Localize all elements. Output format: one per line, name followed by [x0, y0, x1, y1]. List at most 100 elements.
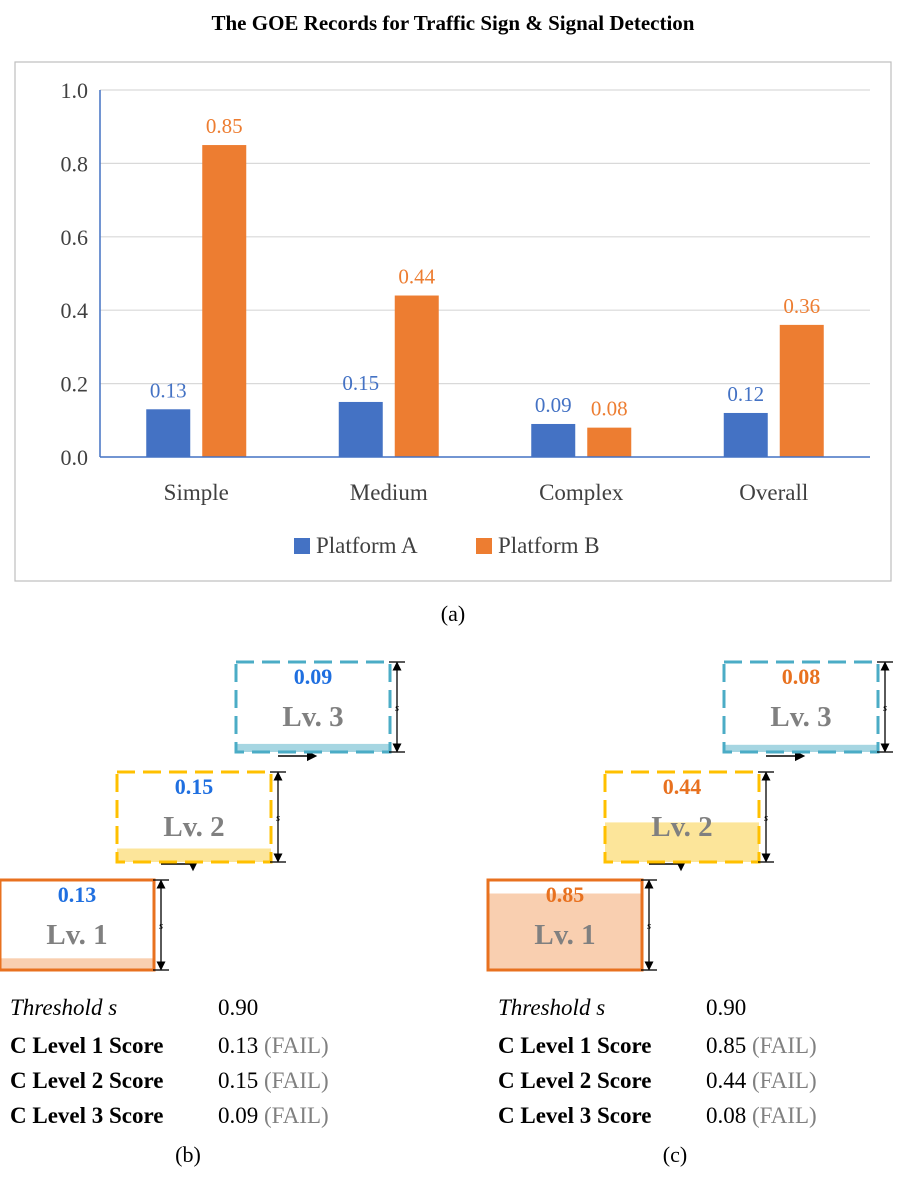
level-1-score: 0.13	[58, 882, 97, 907]
bar-platform-b-medium	[394, 295, 439, 457]
score-result: (FAIL)	[752, 1068, 817, 1093]
score-row-label: C Level 3 Score	[498, 1103, 652, 1128]
data-label: 0.85	[206, 114, 243, 138]
data-label: 0.12	[727, 382, 764, 406]
score-row-value: 0.13 (FAIL)	[218, 1033, 329, 1058]
level-transition-arrow	[161, 860, 199, 872]
score-row-value: 0.44 (FAIL)	[706, 1068, 817, 1093]
step-marker-label: s	[276, 812, 280, 824]
step-marker-label: s	[159, 920, 163, 932]
step-marker-label: s	[647, 920, 651, 932]
x-tick-label: Medium	[350, 480, 428, 505]
level-3-fill	[236, 743, 390, 752]
y-tick-label: 0.2	[61, 372, 89, 397]
threshold-label: Threshold s	[498, 995, 605, 1020]
threshold-label: Threshold s	[10, 995, 117, 1020]
score-result: (FAIL)	[264, 1103, 329, 1128]
score-value: 0.08	[706, 1103, 752, 1128]
data-label: 0.15	[342, 371, 379, 395]
bar-platform-a-simple	[146, 409, 191, 457]
data-label: 0.44	[398, 265, 435, 289]
step-marker-label: s	[883, 702, 887, 714]
bar-platform-b-overall	[779, 324, 824, 457]
score-row-label: C Level 2 Score	[10, 1068, 164, 1093]
legend-label: Platform A	[316, 533, 418, 558]
level-1-fill	[488, 893, 642, 970]
score-row-value: 0.15 (FAIL)	[218, 1068, 329, 1093]
threshold-value: 0.90	[218, 995, 258, 1020]
y-tick-label: 0.0	[61, 445, 89, 470]
level-3-box	[234, 660, 392, 754]
chart-frame	[14, 61, 892, 582]
y-tick-label: 1.0	[61, 78, 89, 103]
level-2-score: 0.44	[663, 774, 702, 799]
score-row-label: C Level 1 Score	[10, 1033, 164, 1058]
level-transition-arrow	[649, 860, 687, 872]
score-row-label: C Level 3 Score	[10, 1103, 164, 1128]
caption-c: (c)	[663, 1142, 687, 1167]
level-3-box	[722, 660, 880, 754]
data-label: 0.13	[150, 378, 187, 402]
y-tick-label: 0.4	[61, 298, 89, 323]
level-2-fill	[117, 848, 271, 862]
bar-platform-a-overall	[723, 412, 768, 457]
score-result: (FAIL)	[264, 1068, 329, 1093]
score-result: (FAIL)	[752, 1103, 817, 1128]
level-2-box	[603, 770, 761, 864]
level-2-label: Lv. 2	[163, 811, 224, 843]
level-3-label: Lv. 3	[770, 701, 831, 733]
bar-platform-b-simple	[202, 145, 247, 458]
score-value: 0.13	[218, 1033, 264, 1058]
bar-platform-b-complex	[587, 427, 632, 457]
panel-b: 0.13 Lv. 1 s 0.15 Lv. 2 s 0.09 Lv. 3 s Threshold …	[0, 660, 405, 1128]
score-value: 0.44	[706, 1068, 752, 1093]
score-value: 0.15	[218, 1068, 264, 1093]
score-row-value: 0.85 (FAIL)	[706, 1033, 817, 1058]
level-1-box	[486, 878, 644, 972]
bar-platform-a-complex	[531, 423, 576, 457]
score-row-label: C Level 1 Score	[498, 1033, 652, 1058]
level-3-score: 0.09	[294, 664, 333, 689]
legend-swatch	[294, 538, 310, 554]
bar-platform-a-medium	[338, 401, 383, 457]
data-label: 0.08	[591, 397, 628, 421]
level-2-label: Lv. 2	[651, 811, 712, 843]
level-3-fill	[724, 744, 878, 752]
data-label: 0.09	[535, 393, 572, 417]
level-2-score: 0.15	[175, 774, 214, 799]
level-3-score: 0.08	[782, 664, 821, 689]
chart-bars: 0.13 0.85 0.15 0.44 0.09 0.08 0.12 0.36	[146, 114, 824, 458]
x-tick-label: Complex	[539, 480, 624, 505]
x-tick-label: Overall	[739, 480, 808, 505]
score-result: (FAIL)	[752, 1033, 817, 1058]
level-1-label: Lv. 1	[534, 919, 595, 951]
chart-legend: Platform A Platform B	[294, 533, 600, 558]
data-label: 0.36	[783, 294, 820, 318]
score-result: (FAIL)	[264, 1033, 329, 1058]
level-1-fill	[0, 958, 154, 970]
score-row-value: 0.09 (FAIL)	[218, 1103, 329, 1128]
caption-a: (a)	[441, 601, 465, 626]
y-axis-tick-labels: 0.0 0.2 0.4 0.6 0.8 1.0	[61, 78, 89, 470]
chart-title: The GOE Records for Traffic Sign & Signa…	[212, 11, 695, 35]
x-axis-tick-labels: Simple Medium Complex Overall	[164, 480, 809, 505]
legend-label: Platform B	[498, 533, 600, 558]
level-1-score: 0.85	[546, 882, 585, 907]
legend-swatch	[476, 538, 492, 554]
caption-b: (b)	[175, 1142, 201, 1167]
score-value: 0.85	[706, 1033, 752, 1058]
step-marker-label: s	[395, 702, 399, 714]
level-2-box	[115, 770, 273, 864]
score-value: 0.09	[218, 1103, 264, 1128]
level-2-fill	[605, 822, 759, 862]
threshold-value: 0.90	[706, 995, 746, 1020]
score-row-value: 0.08 (FAIL)	[706, 1103, 817, 1128]
y-tick-label: 0.6	[61, 225, 89, 250]
x-tick-label: Simple	[164, 480, 229, 505]
panel-c: 0.85 Lv. 1 s 0.44 Lv. 2 s 0.08 Lv. 3 s Threshold …	[486, 660, 893, 1128]
level-3-label: Lv. 3	[282, 701, 343, 733]
level-1-box	[0, 878, 156, 972]
score-row-label: C Level 2 Score	[498, 1068, 652, 1093]
step-marker-label: s	[764, 812, 768, 824]
